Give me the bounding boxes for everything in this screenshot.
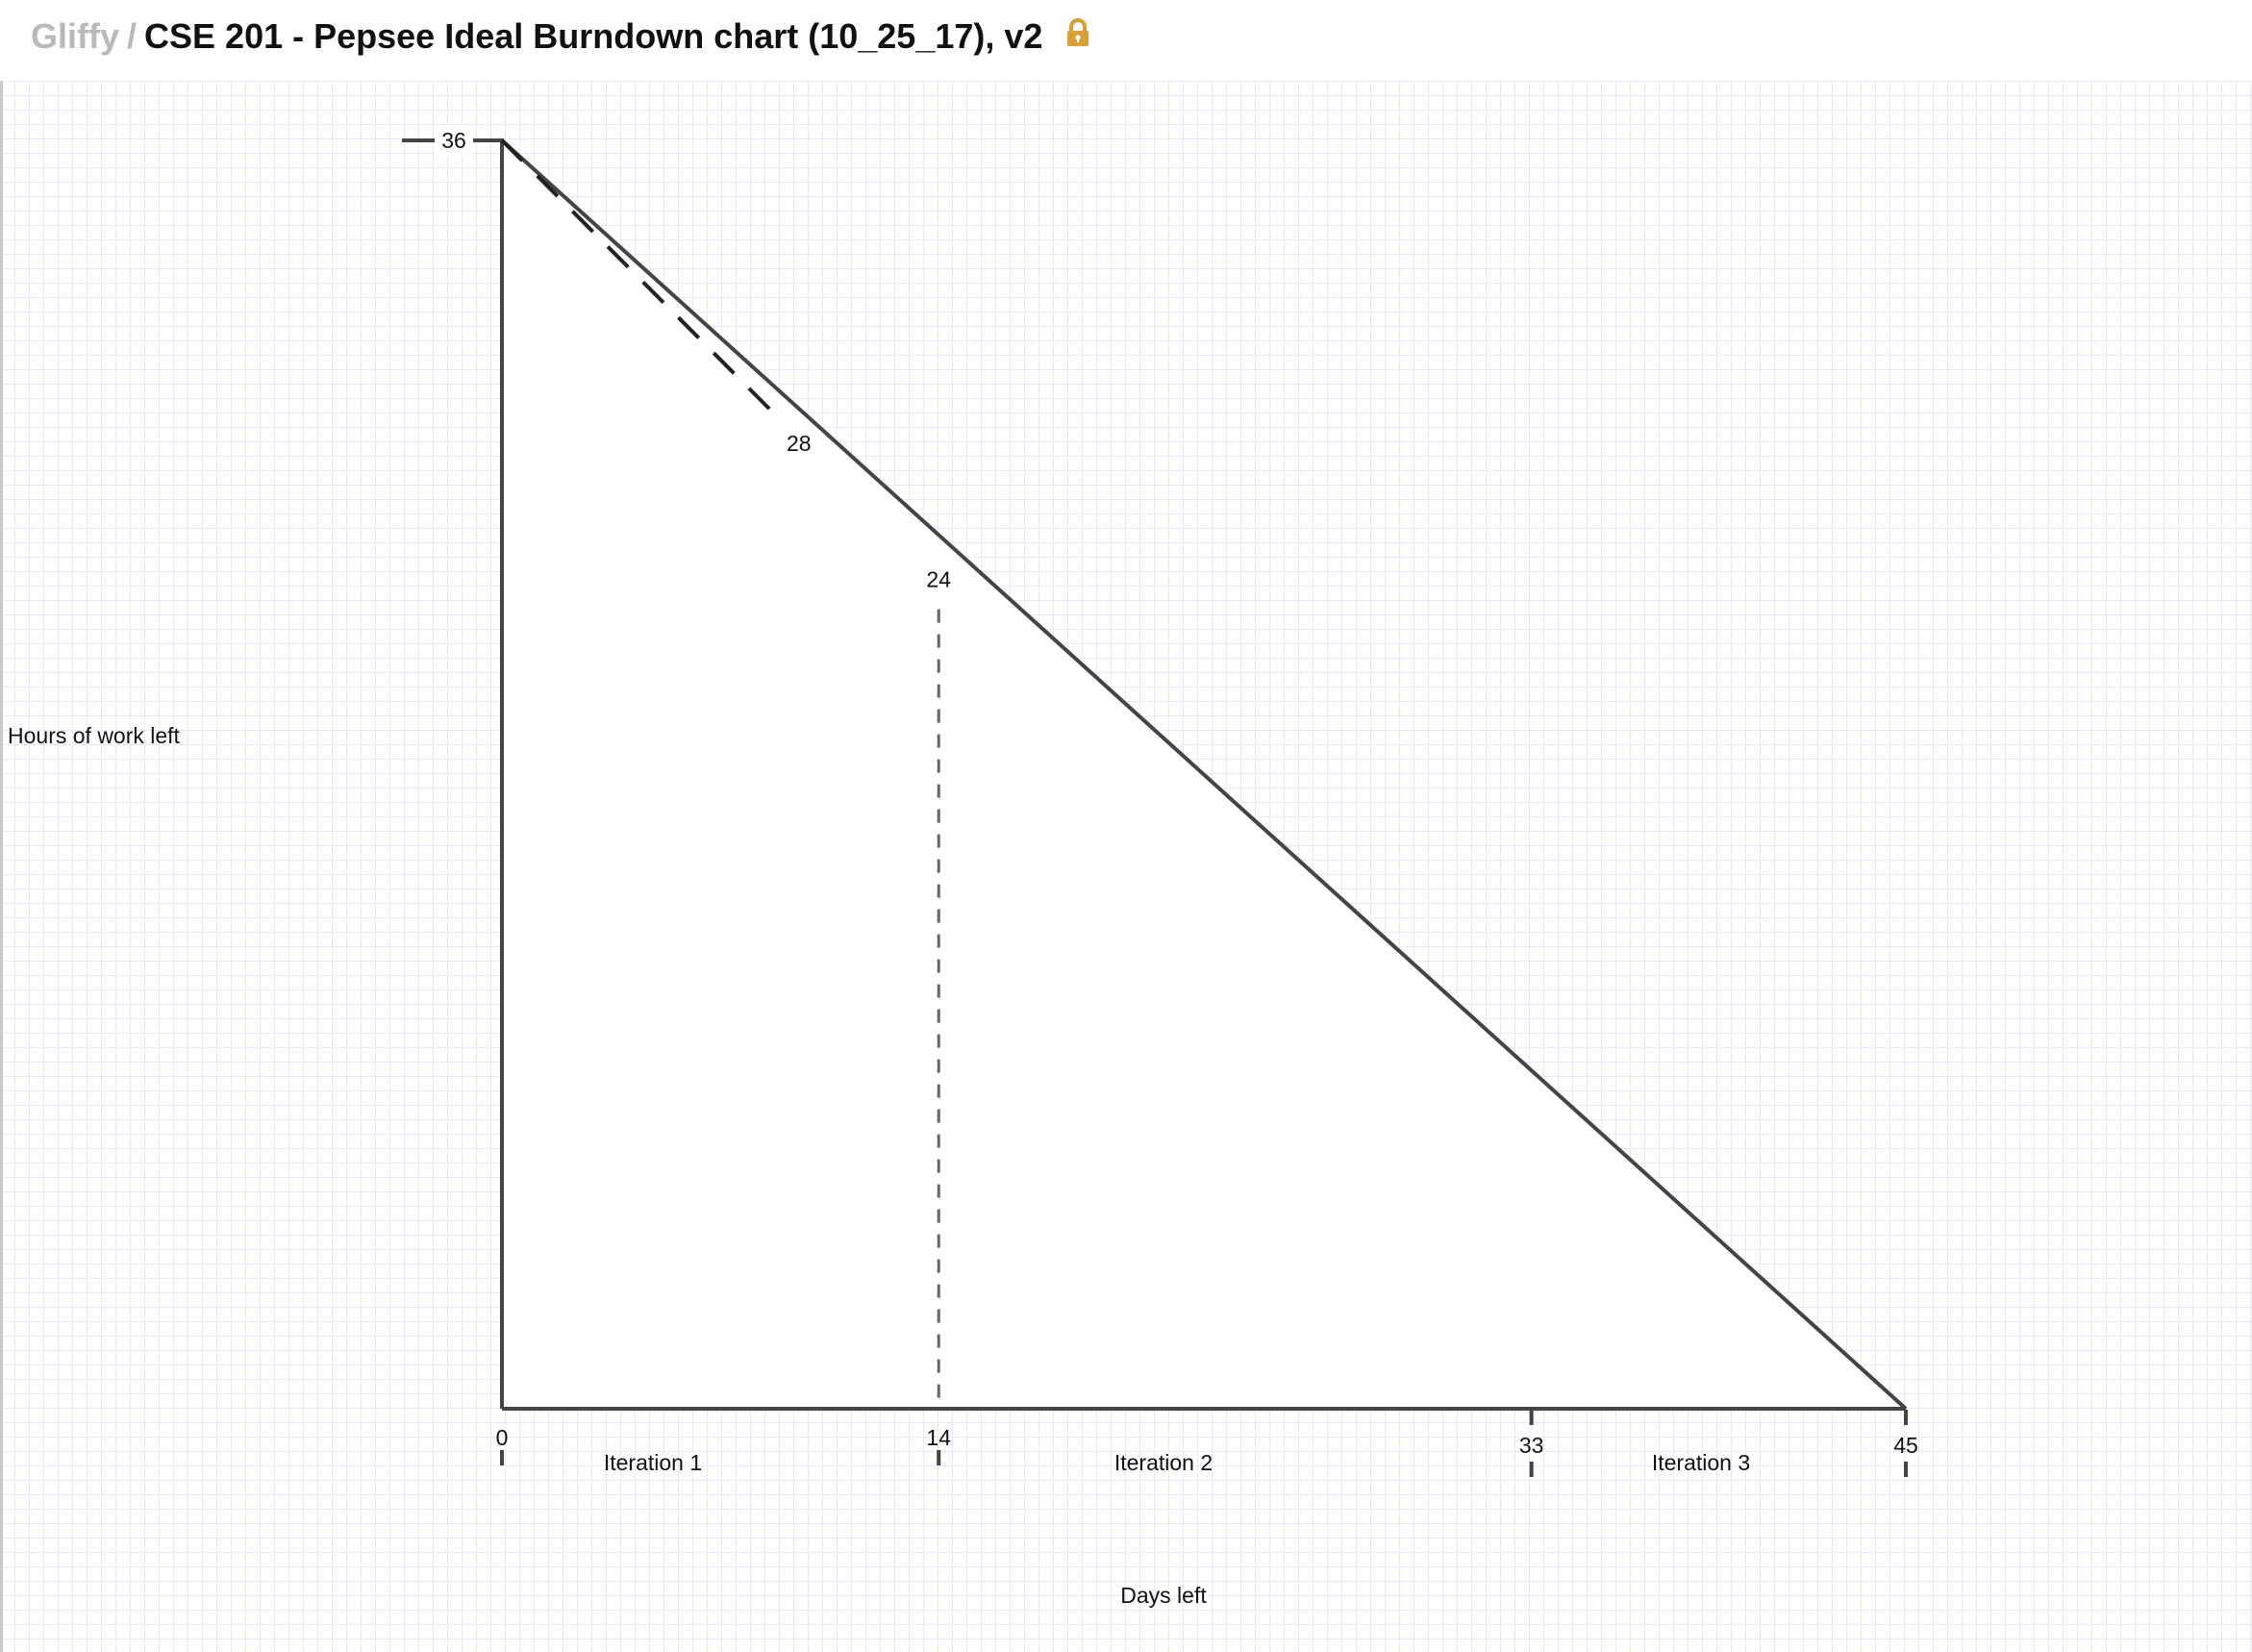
- iteration-2-label: Iteration 2: [1114, 1450, 1213, 1475]
- lock-icon[interactable]: [1065, 13, 1090, 59]
- actual-end-label: 28: [787, 431, 812, 456]
- actual-burndown-line: [500, 138, 785, 424]
- x-tick-label-33: 33: [1519, 1433, 1544, 1458]
- page-title: CSE 201 - Pepsee Ideal Burndown chart (1…: [144, 16, 1043, 56]
- y-axis-label: Hours of work left: [8, 723, 181, 748]
- ideal-burndown-line: [500, 138, 1908, 1411]
- x-axis-label: Days left: [1120, 1583, 1207, 1608]
- iteration-1-label: Iteration 1: [604, 1450, 702, 1475]
- x-tick-label-0: 0: [496, 1425, 509, 1450]
- marker-value-label: 24: [926, 567, 951, 592]
- breadcrumb: Gliffy / CSE 201 - Pepsee Ideal Burndown c…: [31, 13, 1090, 60]
- x-tick-label-14: 14: [926, 1425, 951, 1450]
- header: Gliffy / CSE 201 - Pepsee Ideal Burndown c…: [0, 0, 2252, 81]
- canvas-left-border: [0, 81, 3, 1652]
- breadcrumb-root-link[interactable]: Gliffy: [31, 16, 120, 56]
- y-tick-label-36: 36: [441, 128, 466, 153]
- iteration-3-label: Iteration 3: [1652, 1450, 1750, 1475]
- breadcrumb-separator: /: [127, 16, 138, 56]
- x-tick-label-45: 45: [1893, 1433, 1918, 1458]
